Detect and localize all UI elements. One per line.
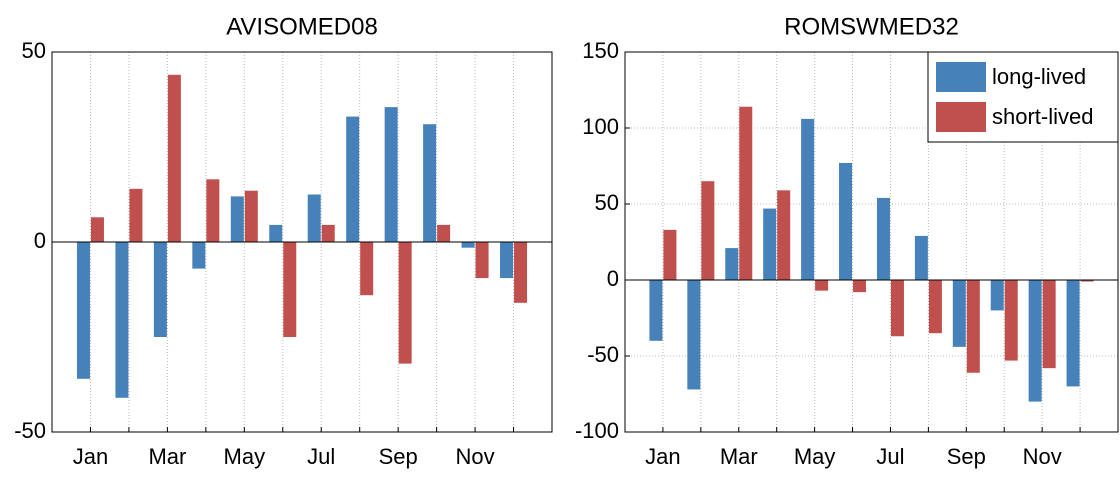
x-tick-label: May bbox=[224, 444, 266, 469]
y-tick-label: 50 bbox=[595, 190, 619, 215]
legend-swatch bbox=[936, 62, 986, 92]
bar bbox=[1028, 280, 1042, 402]
bar bbox=[839, 162, 853, 280]
y-tick-label: -50 bbox=[587, 342, 619, 367]
bar bbox=[206, 179, 220, 242]
y-tick-label: 50 bbox=[22, 38, 46, 63]
bar bbox=[76, 242, 90, 379]
x-tick-label: Jan bbox=[73, 444, 108, 469]
x-tick-label: Sep bbox=[379, 444, 418, 469]
bar bbox=[990, 280, 1004, 311]
bar bbox=[500, 242, 514, 279]
x-tick-label: Nov bbox=[1023, 444, 1062, 469]
plot-frame bbox=[51, 51, 553, 433]
legend: long-lived short-lived bbox=[927, 51, 1119, 143]
bar bbox=[1066, 280, 1080, 387]
bar bbox=[437, 224, 451, 242]
bar bbox=[321, 224, 335, 242]
bar bbox=[663, 229, 677, 280]
y-tick-label: 150 bbox=[582, 38, 619, 63]
bar bbox=[815, 280, 829, 291]
bar bbox=[423, 124, 437, 242]
x-tick-label: May bbox=[794, 444, 836, 469]
bar bbox=[346, 116, 360, 242]
bar bbox=[192, 242, 206, 269]
bar bbox=[1080, 280, 1094, 282]
bar bbox=[1042, 280, 1056, 369]
bar bbox=[153, 242, 167, 337]
chart-title: AVISOMED08 bbox=[226, 13, 378, 40]
bar bbox=[475, 242, 489, 279]
bar bbox=[115, 242, 129, 398]
bar bbox=[514, 242, 528, 303]
x-tick-label: Mar bbox=[720, 444, 758, 469]
plot-frame bbox=[624, 51, 1119, 433]
bar bbox=[739, 106, 753, 280]
x-tick-label: Nov bbox=[456, 444, 495, 469]
bar bbox=[269, 224, 283, 242]
bar bbox=[230, 196, 244, 242]
x-tick-label: Jul bbox=[876, 444, 904, 469]
bar bbox=[90, 217, 104, 242]
bar bbox=[914, 235, 928, 280]
bar bbox=[952, 280, 966, 347]
bar bbox=[384, 107, 398, 242]
y-tick-label: 0 bbox=[34, 228, 46, 253]
bar bbox=[876, 197, 890, 280]
bar bbox=[687, 280, 701, 390]
y-tick-label: -100 bbox=[575, 418, 619, 443]
bar bbox=[701, 181, 715, 280]
bar bbox=[890, 280, 904, 337]
x-tick-label: Mar bbox=[148, 444, 186, 469]
bar bbox=[283, 242, 297, 337]
bar bbox=[129, 188, 143, 242]
bar bbox=[1004, 280, 1018, 361]
bar bbox=[307, 194, 321, 242]
bar bbox=[649, 280, 663, 341]
x-tick-label: Jan bbox=[645, 444, 680, 469]
x-tick-label: Jul bbox=[307, 444, 335, 469]
bar bbox=[966, 280, 980, 373]
bar bbox=[398, 242, 412, 364]
bar bbox=[928, 280, 942, 334]
bar bbox=[461, 242, 475, 248]
bar bbox=[244, 190, 258, 242]
y-tick-label: 0 bbox=[607, 266, 619, 291]
y-tick-label: -50 bbox=[14, 418, 46, 443]
bar bbox=[777, 190, 791, 280]
bar bbox=[167, 74, 181, 242]
bar bbox=[801, 118, 815, 280]
bar bbox=[360, 242, 374, 296]
x-tick-label: Sep bbox=[947, 444, 986, 469]
legend-label: long-lived bbox=[992, 64, 1086, 89]
y-tick-label: 100 bbox=[582, 114, 619, 139]
legend-swatch bbox=[936, 102, 986, 132]
legend-label: short-lived bbox=[992, 104, 1093, 129]
bar bbox=[725, 248, 739, 280]
chart-title: ROMSWMED32 bbox=[784, 13, 959, 40]
bar bbox=[763, 208, 777, 280]
bar bbox=[853, 280, 867, 293]
